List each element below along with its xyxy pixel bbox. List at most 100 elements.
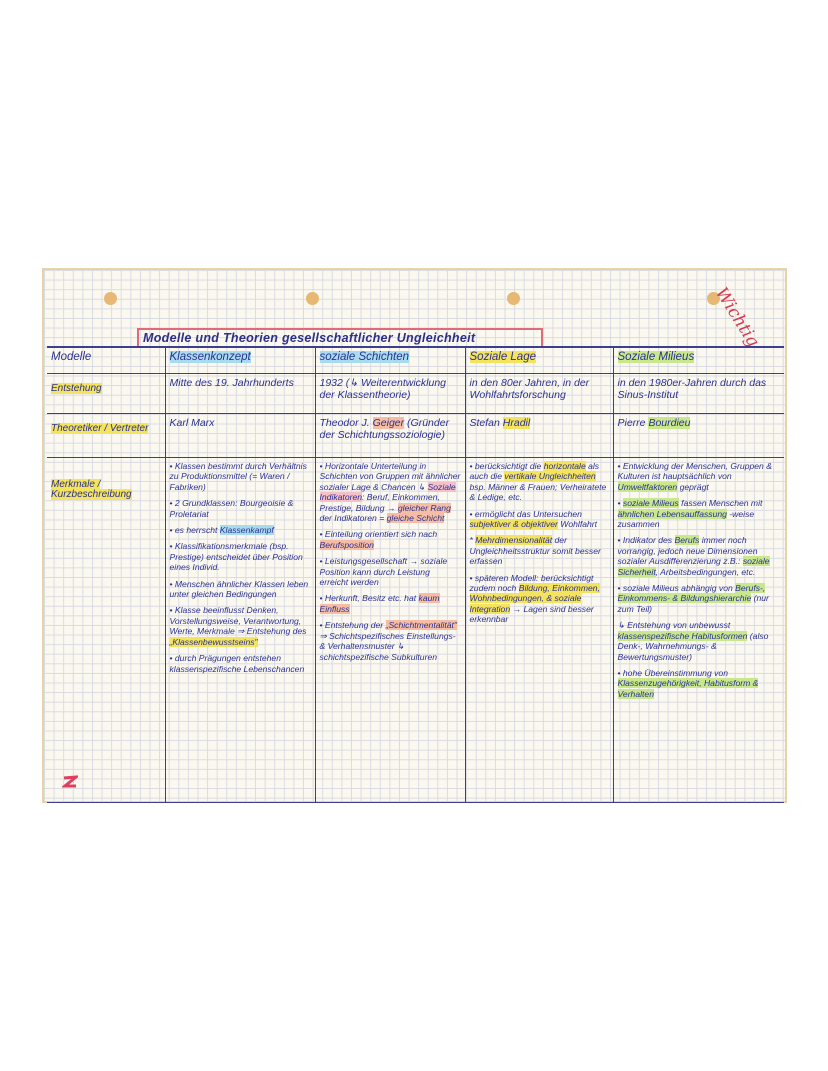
bullet-point: • soziale Milieus abhängig von Berufs-, … <box>617 583 781 614</box>
bullet-point: • Herkunft, Besitz etc. hat kaum Einflus… <box>319 593 461 614</box>
text: • Einteilung orientiert sich nach <box>319 529 438 540</box>
header-klassenkonzept: Klassenkonzept <box>169 351 251 363</box>
text: Karl Marx <box>169 417 215 429</box>
text: bsp. Männer & Frauen; Verheiratete & Led… <box>469 481 607 503</box>
highlighted-text: „Schichtmentalität" <box>385 620 457 631</box>
cell: Karl Marx <box>164 413 316 458</box>
header-soziale-schichten: soziale Schichten <box>319 351 409 363</box>
text: • Klasse beeinflusst Denken, Vorstellung… <box>169 605 307 637</box>
bullet-point: * Mehrdimensionalität der Ungleichheitss… <box>470 535 609 566</box>
page-title: Modelle und Theorien gesellschaftlicher … <box>137 328 543 348</box>
text: • ermöglicht das Untersuchen <box>469 508 582 519</box>
bullet-point: • Entstehung der „Schichtmentalität" ⇒ S… <box>320 620 461 662</box>
bullet-point: • Klassifikationsmerkmale (bsp. Prestige… <box>170 541 311 572</box>
text: : Beruf, Einkommen, Prestige, Bildung → <box>319 492 440 513</box>
bullet-point: Pierre Bourdieu <box>618 417 781 429</box>
bullet-point: • Leistungsgesellschaft → soziale Positi… <box>320 556 461 587</box>
text: * <box>469 535 476 546</box>
wichtig-annotation: Wichtig <box>711 284 764 351</box>
row-label-theoretiker: Theoretiker / Vertreter <box>51 423 149 434</box>
cell: Stefan Hradil <box>464 413 614 458</box>
row-label-merkmale: Merkmale / Kurzbeschreibung <box>51 479 132 501</box>
text: • Menschen ähnlicher Klassen leben unter… <box>169 578 309 600</box>
text: • soziale Milieus abhängig von <box>617 583 736 594</box>
punch-hole <box>104 292 117 305</box>
text: der Indikatoren = <box>319 513 387 524</box>
header-soziale-milieus: Soziale Milieus <box>617 351 695 363</box>
cell: • berücksichtigt die horizontale als auc… <box>464 457 614 803</box>
punch-hole <box>306 292 319 305</box>
row-label-entstehung: Entstehung <box>51 383 102 394</box>
cell: Theodor J. Geiger (Gründer der Schichtun… <box>314 413 466 458</box>
cell: • Klassen bestimmt durch Verhältnis zu P… <box>164 457 316 803</box>
highlighted-text: Geiger <box>372 417 405 429</box>
notebook-page: Wichtig Modelle und Theorien gesellschaf… <box>44 270 785 803</box>
row-merkmale: Merkmale / Kurzbeschreibung • Klassen be… <box>47 457 784 803</box>
text: • Entstehung der <box>319 620 386 631</box>
bullet-point: • es herrscht Klassenkampf <box>170 525 311 536</box>
highlighted-text: Klassenkampf <box>219 525 274 536</box>
row-entstehung: Entstehung Mitte des 19. Jahrhunderts 19… <box>47 373 784 414</box>
text: • Klassifikationsmerkmale (bsp. Prestige… <box>169 541 303 573</box>
highlighted-text: horizontale <box>543 461 586 471</box>
highlighted-text: Hradil <box>502 417 531 429</box>
text: • hohe Übereinstimmung von <box>617 667 729 678</box>
bullet-point: • hohe Übereinstimmung von Klassenzugehö… <box>617 667 781 699</box>
cell: 1932 (↳ Weiterentwicklung der Klassenthe… <box>314 373 466 414</box>
highlighted-text: gleiche Schicht <box>386 513 445 524</box>
highlighted-text: Berufsposition <box>319 539 374 550</box>
highlighted-text: „Klassenbewusstseins" <box>169 636 258 647</box>
red-marker-scribble-icon <box>62 775 78 788</box>
cell: Mitte des 19. Jahrhunderts <box>164 373 316 414</box>
bullet-point: • späteren Modell: berücksichtigt zudem … <box>469 572 609 625</box>
highlighted-text: subjektiver & objektiver <box>469 519 558 530</box>
highlighted-text: ähnlichen Lebensauffassung <box>617 508 727 519</box>
text: -weise zusammen <box>617 508 755 530</box>
bullet-point: • durch Prägungen entstehen klassenspezi… <box>170 653 311 674</box>
cell: in den 1980er-Jahren durch das Sinus-Ins… <box>612 373 784 414</box>
text: fassen Menschen mit <box>678 498 763 509</box>
text: (also Denk-, Wahrnehmungs- & Bewertungsm… <box>617 630 769 662</box>
text: • 2 Grundklassen: Bourgeoisie & Proletar… <box>169 498 294 519</box>
bullet-point: • Klassen bestimmt durch Verhältnis zu P… <box>170 461 311 492</box>
punch-hole <box>707 292 720 305</box>
text: als auch die <box>469 461 600 482</box>
highlighted-text: klassenspezifische Habitusformen <box>617 630 748 641</box>
text: Wohlfahrt <box>557 519 598 530</box>
header-row-label: Modelle <box>47 346 166 374</box>
highlighted-text: soziale Milieus <box>622 498 679 509</box>
bullet-point: • berücksichtigt die horizontale als auc… <box>470 461 609 503</box>
text: • späteren Modell: berücksichtigt zudem … <box>469 572 594 594</box>
text: der Ungleichheitsstruktur somit besser e… <box>469 535 601 567</box>
highlighted-text: Berufs <box>674 535 700 546</box>
text: , Arbeitsbedingungen, etc. <box>655 566 756 577</box>
bullet-point: Theodor J. Geiger (Gründer der Schichtun… <box>320 417 461 441</box>
text: ⇒ Schichtspezifisches Einstellungs- & Ve… <box>319 630 456 662</box>
cell: • Entwicklung der Menschen, Gruppen & Ku… <box>612 457 784 803</box>
bullet-point: • 2 Grundklassen: Bourgeoisie & Proletar… <box>170 498 311 519</box>
header-row: Modelle Klassenkonzept soziale Schichten… <box>47 346 784 374</box>
highlighted-text: vertikale Ungleichheiten <box>504 471 596 482</box>
bullet-point: Karl Marx <box>170 417 311 429</box>
cell: in den 80er Jahren, in der Wohlfahrtsfor… <box>464 373 614 414</box>
text: Stefan <box>469 417 503 429</box>
highlighted-text: gleicher Rang <box>397 502 451 513</box>
bullet-point: • Entwicklung der Menschen, Gruppen & Ku… <box>617 461 781 492</box>
header-soziale-lage: Soziale Lage <box>469 351 536 363</box>
text: • Horizontale Unterteilung in Schichten … <box>319 461 461 492</box>
bullet-point: • Klasse beeinflusst Denken, Vorstellung… <box>169 605 311 647</box>
text: Theodor J. <box>319 417 373 429</box>
text: • <box>617 498 623 509</box>
cell: • Horizontale Unterteilung in Schichten … <box>314 457 466 803</box>
bullet-point: ↳ Entstehung von unbewusst klassenspezif… <box>617 620 781 662</box>
highlighted-text: Mehrdimensionalität <box>475 535 553 546</box>
text: • durch Prägungen entstehen klassenspezi… <box>169 653 305 674</box>
text: • berücksichtigt die <box>469 461 544 471</box>
text: ↳ Entstehung von unbewusst <box>617 620 731 631</box>
text: geprägt <box>677 481 709 492</box>
comparison-table: Modelle Klassenkonzept soziale Schichten… <box>47 346 784 803</box>
text: • Leistungsgesellschaft → soziale Positi… <box>319 556 448 588</box>
text: (nur zum Teil) <box>617 593 769 614</box>
bullet-point: Stefan Hradil <box>470 417 609 429</box>
bullet-point: • Menschen ähnlicher Klassen leben unter… <box>170 579 311 600</box>
